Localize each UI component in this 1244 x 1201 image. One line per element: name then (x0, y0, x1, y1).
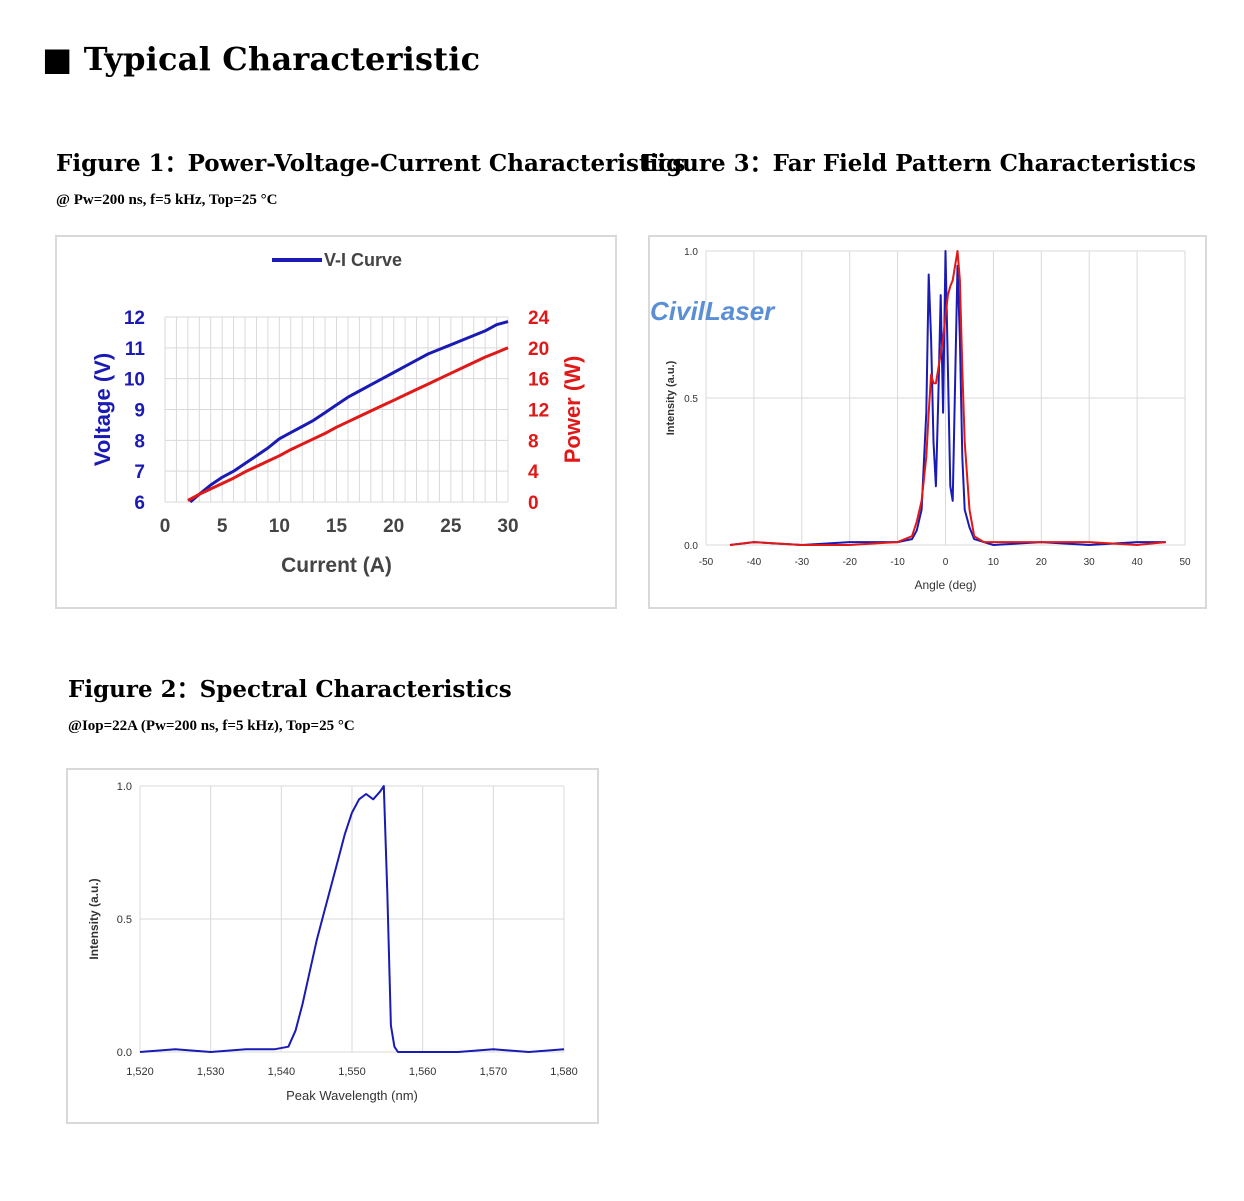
series-line-red (729, 250, 1166, 546)
y-tick-label: 6 (134, 493, 145, 514)
x-tick-label: 0 (160, 516, 171, 537)
x-tick-label: 1,530 (197, 1066, 225, 1078)
x-tick-label: -50 (699, 557, 714, 568)
x-tick-label: 1,560 (409, 1066, 437, 1078)
y2-tick-label: 20 (528, 339, 549, 360)
x-axis-label: Peak Wavelength (nm) (286, 1088, 418, 1103)
x-tick-label: 1,520 (126, 1066, 154, 1078)
civillaser-logo-watermark: CivilLaser (650, 296, 776, 326)
x-tick-label: 5 (217, 516, 228, 537)
x-tick-label: 20 (1036, 557, 1048, 568)
y-tick-label: 7 (134, 462, 145, 483)
x-axis-label: Current (A) (281, 554, 392, 577)
vi-chart-panel: 0 5 10 15 20 25 30 6 7 8 9 10 11 12 0 4 8 12 16 20 24 Current… (55, 235, 617, 609)
y-tick-label: 11 (125, 339, 146, 360)
y-tick-label: 0.5 (117, 914, 132, 926)
y2-axis-label: Power (W) (560, 356, 585, 464)
x-axis-label: Angle (deg) (914, 578, 976, 592)
x-tick-label: 30 (497, 516, 518, 537)
spectrum-chart-panel: 1,520 1,530 1,540 1,550 1,560 1,570 1,580 0.0 0.… (66, 768, 599, 1124)
series-line-blue (139, 785, 565, 1053)
x-tick-label: -30 (795, 557, 810, 568)
x-tick-label: 0 (943, 557, 949, 568)
y-tick-label: 0.5 (684, 394, 698, 405)
x-tick-label: 1,570 (480, 1066, 508, 1078)
y-tick-label: 0.0 (684, 541, 698, 552)
x-tick-label: 1,580 (550, 1066, 578, 1078)
vi-chart: 0 5 10 15 20 25 30 6 7 8 9 10 11 12 0 4 8 12 16 20 24 Current… (90, 250, 585, 577)
x-tick-label: -10 (890, 557, 905, 568)
y-tick-label: 12 (124, 308, 145, 329)
farfield-chart-panel: -50 -40 -30 -20 -10 0 10 20 30 40 50 0.0 0.5 1.0 Angle… (648, 235, 1207, 609)
y-axis-label: Intensity (a.u.) (87, 878, 101, 959)
y2-tick-label: 8 (528, 431, 539, 452)
y-tick-label: 1.0 (117, 781, 132, 793)
figure-2-subtitle: @Iop=22A (Pw=200 ns, f=5 kHz), Top=25 °C (68, 718, 355, 734)
x-tick-label: 40 (1132, 557, 1144, 568)
x-tick-label: 25 (440, 516, 462, 537)
farfield-chart: -50 -40 -30 -20 -10 0 10 20 30 40 50 0.0 0.5 1.0 Angle… (650, 247, 1191, 592)
figure-2-title: Figure 2：Spectral Characteristics (68, 676, 512, 703)
y-tick-label: 8 (134, 431, 145, 452)
y-tick-label: 10 (124, 370, 145, 391)
y-axis-label: Voltage (V) (90, 353, 115, 466)
power-curve-line (187, 346, 509, 502)
spectrum-chart: 1,520 1,530 1,540 1,550 1,560 1,570 1,580 0.0 0.… (87, 781, 578, 1103)
voltage-curve-line (189, 320, 509, 504)
y2-tick-label: 4 (528, 462, 539, 483)
x-tick-label: 1,540 (268, 1066, 296, 1078)
x-tick-label: 20 (383, 516, 404, 537)
x-tick-label: 10 (269, 516, 290, 537)
y-tick-label: 0.0 (117, 1047, 132, 1059)
x-tick-label: 10 (988, 557, 1000, 568)
x-tick-label: -20 (842, 557, 857, 568)
y-tick-label: 1.0 (684, 247, 698, 258)
y2-tick-label: 0 (528, 493, 539, 514)
page-title: ■ Typical Characteristic (42, 40, 481, 78)
y-tick-label: 9 (134, 401, 145, 422)
y2-tick-label: 12 (528, 401, 549, 422)
x-tick-label: 50 (1179, 557, 1191, 568)
x-tick-label: 15 (326, 516, 348, 537)
x-tick-label: 1,550 (338, 1066, 366, 1078)
figure-1-title: Figure 1：Power-Voltage-Current Character… (56, 150, 686, 177)
x-tick-label: 30 (1084, 557, 1096, 568)
figure-3-title: Figure 3：Far Field Pattern Characteristi… (641, 150, 1196, 177)
x-tick-label: -40 (747, 557, 762, 568)
y-axis-label: Intensity (a.u.) (665, 360, 677, 435)
figure-1-subtitle: @ Pw=200 ns, f=5 kHz, Top=25 °C (56, 192, 278, 208)
legend-label: V-I Curve (324, 250, 402, 270)
y2-tick-label: 16 (528, 370, 549, 391)
y2-tick-label: 24 (528, 308, 550, 329)
